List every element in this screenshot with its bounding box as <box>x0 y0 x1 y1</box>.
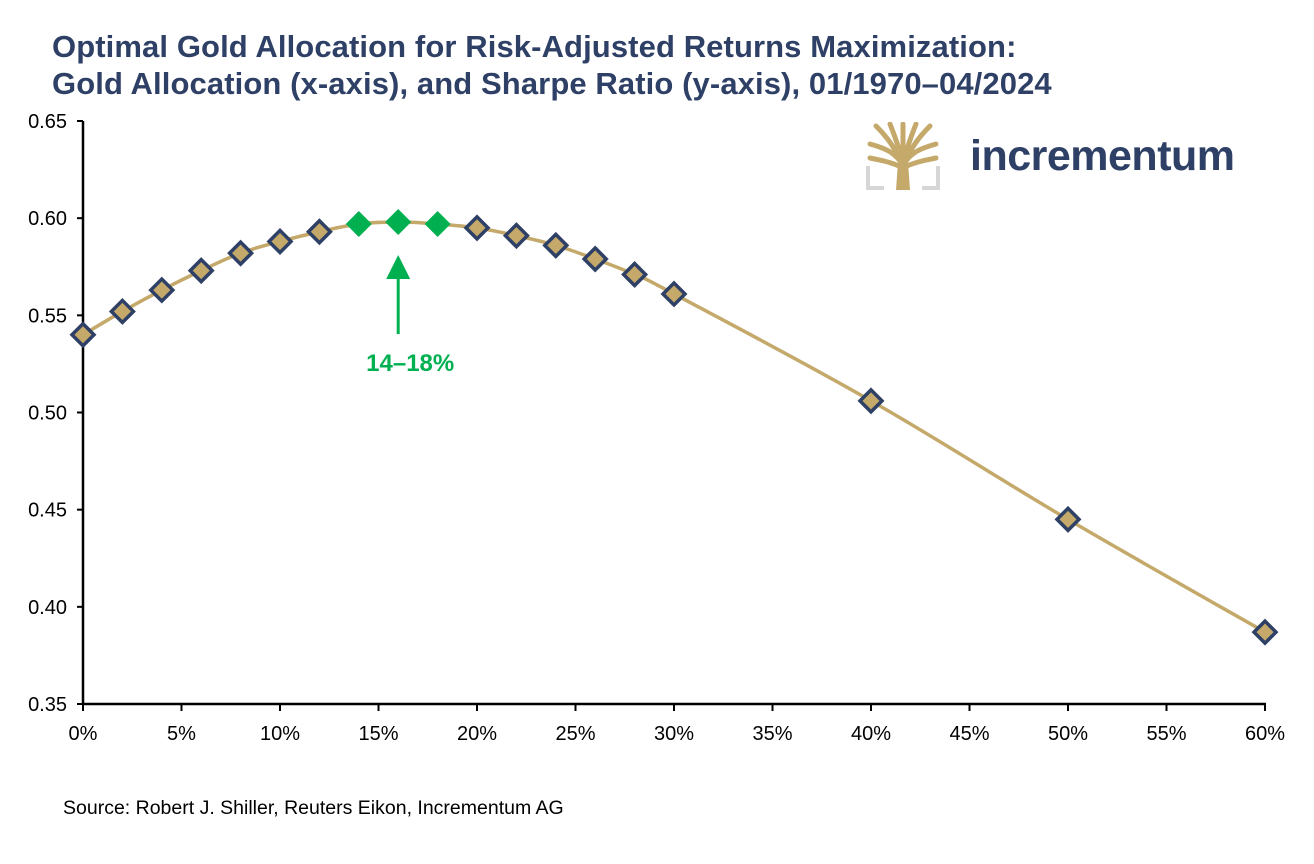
data-point <box>1251 618 1279 646</box>
x-tick-label: 20% <box>457 723 497 745</box>
x-tick-label: 15% <box>358 723 398 745</box>
highlighted-data-point <box>345 210 372 237</box>
chart-title: Optimal Gold Allocation for Risk-Adjuste… <box>52 28 1052 102</box>
x-tick-label: 60% <box>1245 723 1285 745</box>
data-point <box>463 214 491 242</box>
data-point <box>227 239 255 267</box>
x-tick-label: 45% <box>949 723 989 745</box>
annotation-arrow-head <box>386 255 411 280</box>
x-tick-label: 50% <box>1048 723 1088 745</box>
data-point <box>305 218 333 246</box>
x-tick-label: 30% <box>654 723 694 745</box>
highlighted-data-point <box>385 209 412 236</box>
data-point <box>1054 505 1082 533</box>
annotation-label: 14–18% <box>366 350 454 377</box>
data-point <box>266 228 294 255</box>
data-point <box>542 231 570 259</box>
x-tick-label: 5% <box>167 723 196 745</box>
data-point <box>660 280 688 308</box>
data-point <box>187 257 215 285</box>
data-point <box>581 245 609 273</box>
tree-icon <box>866 122 940 190</box>
x-tick-label: 55% <box>1146 723 1186 745</box>
y-tick-label: 0.60 <box>28 208 67 230</box>
chart-title-line-2: Gold Allocation (x-axis), and Sharpe Rat… <box>52 66 1052 101</box>
data-point <box>108 297 136 325</box>
x-tick-label: 35% <box>752 723 792 745</box>
x-tick-label: 25% <box>555 723 595 745</box>
data-point <box>502 222 530 250</box>
y-tick-label: 0.35 <box>28 694 67 716</box>
data-point <box>857 387 885 415</box>
y-tick-label: 0.65 <box>28 111 67 133</box>
y-tick-label: 0.55 <box>28 305 67 327</box>
chart-title-line-1: Optimal Gold Allocation for Risk-Adjuste… <box>52 29 1017 64</box>
y-tick-label: 0.50 <box>28 403 67 425</box>
data-point <box>69 321 97 349</box>
series-sharpe-ratio <box>69 209 1279 646</box>
y-tick-label: 0.40 <box>28 597 67 619</box>
source-note: Source: Robert J. Shiller, Reuters Eikon… <box>63 797 564 819</box>
logo-text: incrementum <box>970 132 1235 180</box>
x-tick-label: 10% <box>260 723 300 745</box>
data-point <box>621 261 649 288</box>
data-point <box>148 276 176 304</box>
highlighted-data-point <box>424 210 451 237</box>
x-tick-label: 40% <box>851 723 891 745</box>
incrementum-logo: incrementum <box>866 122 1266 192</box>
y-tick-label: 0.45 <box>28 500 67 522</box>
axes: 0.35 0.40 0.45 0.50 0.55 0.60 0.65 0% 5% 10% 15% 20… <box>28 111 1285 745</box>
x-tick-label: 0% <box>69 723 98 745</box>
annotation: 14–18% <box>366 255 454 377</box>
